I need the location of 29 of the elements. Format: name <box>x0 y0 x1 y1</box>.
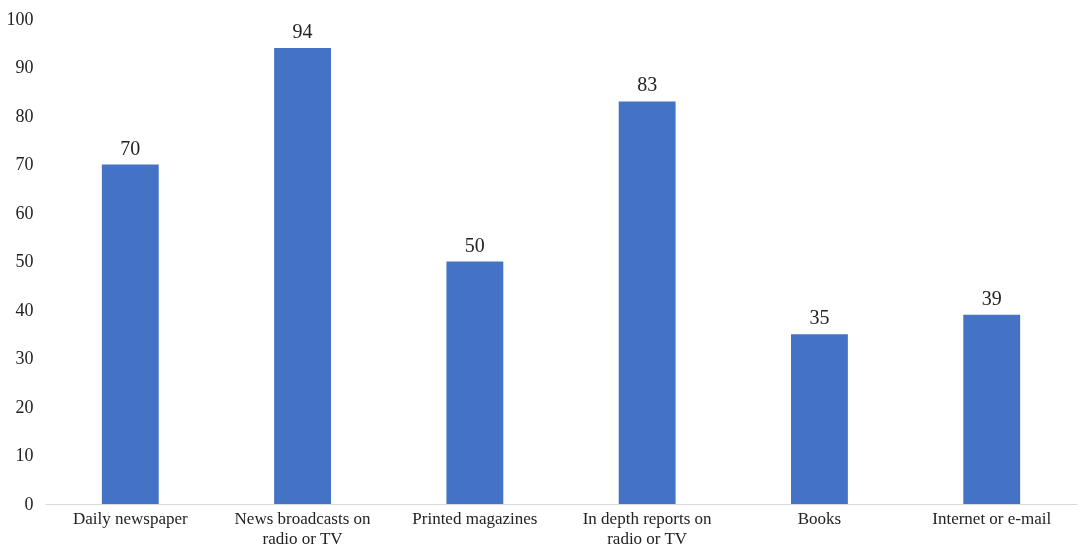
bar <box>274 48 331 504</box>
y-tick-label: 100 <box>6 8 34 29</box>
y-tick-label: 10 <box>15 445 34 465</box>
x-tick-label: Daily newspaper <box>72 508 188 528</box>
bar <box>446 261 504 504</box>
x-tick-label: Printed magazines <box>412 508 538 528</box>
y-tick-label: 80 <box>15 105 34 126</box>
data-label: 50 <box>464 233 485 256</box>
y-tick-label: 0 <box>24 493 34 514</box>
bar <box>791 334 848 504</box>
y-tick-label: 20 <box>15 396 34 417</box>
y-tick-label: 50 <box>15 251 34 271</box>
data-label: 94 <box>292 20 313 43</box>
data-label: 35 <box>809 306 830 329</box>
bar <box>101 164 159 504</box>
y-tick-label: 70 <box>15 154 34 174</box>
y-tick-label: 30 <box>15 348 34 368</box>
x-tick-label: News broadcasts on radio or TV <box>234 508 372 548</box>
bar <box>963 314 1021 504</box>
y-tick-label: 60 <box>15 202 34 223</box>
data-label: 39 <box>981 286 1002 309</box>
y-tick-label: 90 <box>15 57 34 77</box>
x-tick-label: Books <box>797 508 842 528</box>
x-tick-label: In depth reports on radio or TV <box>582 508 713 548</box>
x-tick-label: Internet or e-mail <box>932 508 1052 528</box>
bar <box>618 101 676 504</box>
y-tick-label: 40 <box>15 299 34 320</box>
data-label: 83 <box>637 73 658 96</box>
data-label: 70 <box>120 136 141 159</box>
